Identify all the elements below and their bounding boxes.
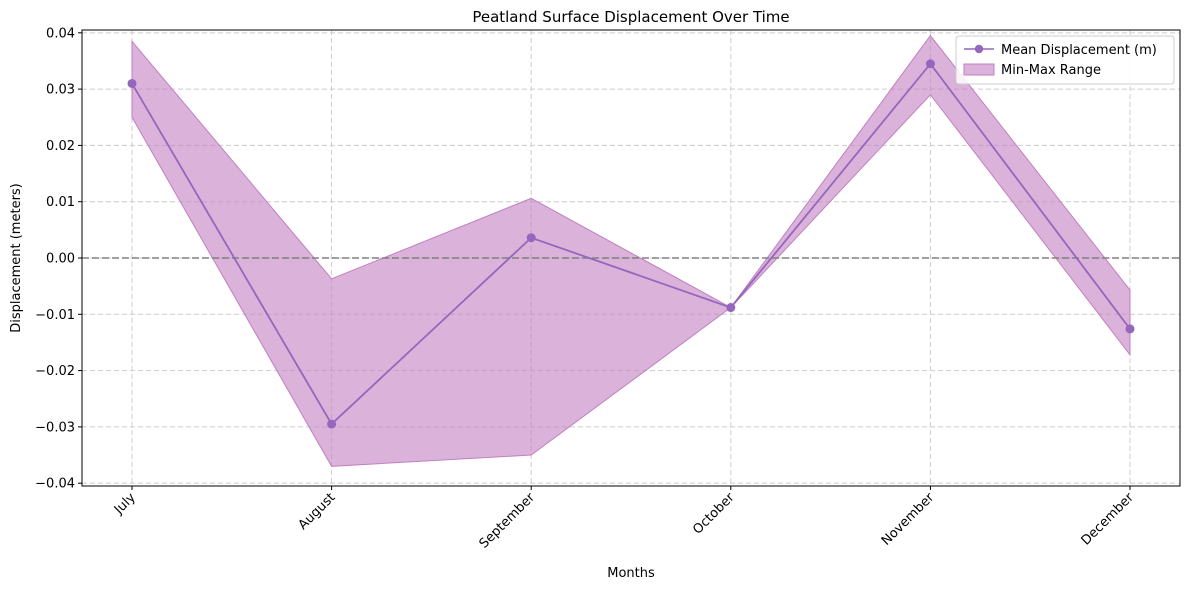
min-max-band [131,34,1131,467]
min-max-band-area [131,34,1131,467]
y-tick-label: 0.00 [46,252,75,267]
y-tick-label: 0.03 [46,83,75,98]
mean-point [1125,324,1135,334]
mean-point [327,419,337,429]
y-tick-label: 0.02 [46,139,75,154]
y-axis-ticks: −0.04 −0.03 −0.02 −0.01 0.00 0.01 0.02 0.03 0.04 [35,26,82,492]
legend-mean-marker [974,44,984,54]
mean-point [526,233,536,243]
mean-series [127,59,1135,429]
y-tick-label: −0.02 [35,364,75,379]
y-tick-label: 0.01 [46,195,75,210]
y-tick-label: 0.04 [46,26,75,41]
x-axis-title: Months [607,566,655,581]
y-tick-label: −0.03 [35,420,75,435]
mean-point [127,78,137,88]
mean-point [925,59,935,69]
y-axis-title: Displacement (meters) [9,183,24,333]
y-tick-label: −0.04 [35,477,75,492]
mean-line [131,62,1131,426]
y-tick-label: −0.01 [35,308,75,323]
legend-band-label: Min-Max Range [1001,63,1101,78]
legend-mean-label: Mean Displacement (m) [1001,43,1157,58]
chart-title: Peatland Surface Displacement Over Time [472,8,789,26]
legend: Mean Displacement (m) Min-Max Range [955,35,1175,85]
legend-band-swatch [963,63,995,76]
mean-point [726,303,736,313]
legend-box [955,35,1175,85]
